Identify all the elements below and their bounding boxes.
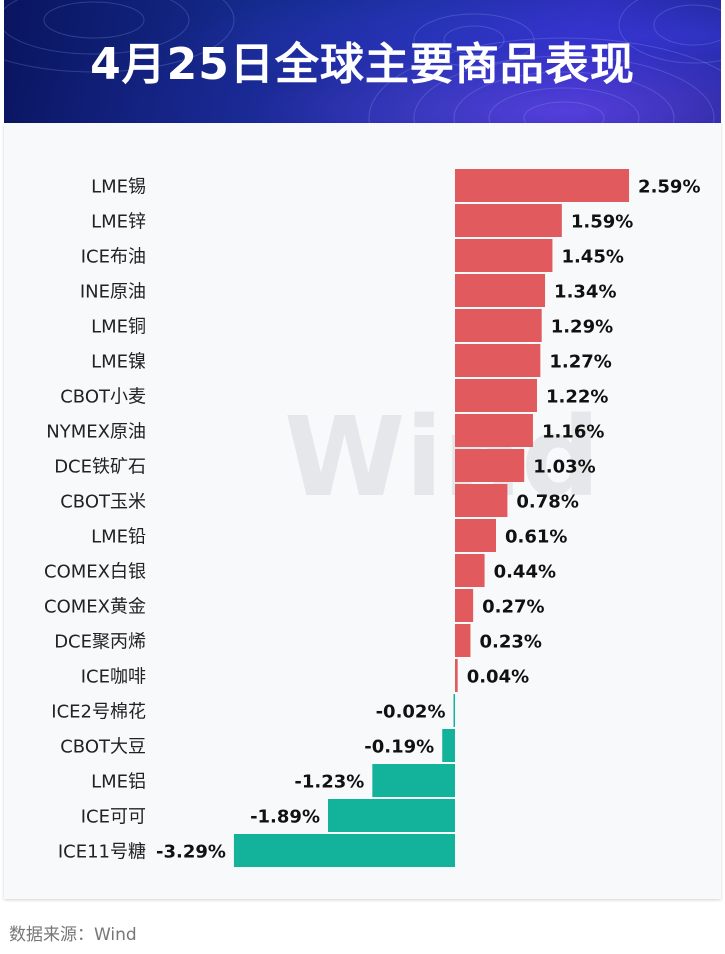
category-label: ICE11号糖 — [58, 842, 146, 863]
bar-3 — [455, 274, 546, 307]
category-label: DCE铁矿石 — [54, 457, 146, 478]
bar-2 — [455, 239, 553, 272]
bar-6 — [455, 379, 537, 412]
category-label: COMEX白银 — [44, 562, 146, 583]
value-label: -0.19% — [364, 737, 434, 758]
title-banner: 4月25日全球主要商品表现 — [4, 0, 721, 123]
category-label: COMEX黄金 — [44, 597, 146, 618]
category-label: LME铅 — [91, 527, 146, 548]
bar-11 — [455, 554, 485, 587]
category-label: INE原油 — [80, 282, 146, 303]
category-label: LME锌 — [91, 212, 146, 233]
value-label: -1.89% — [250, 807, 320, 828]
value-label: 0.78% — [516, 492, 578, 513]
chart-panel: Wind LME锡 2.59% LME锌 1.59% ICE布油 1.45% INE原油 1.… — [4, 123, 721, 899]
value-label: 1.29% — [551, 317, 613, 338]
bar-5 — [455, 344, 541, 377]
bar-1 — [455, 204, 562, 237]
watermark: Wind — [284, 393, 600, 521]
bar-16 — [442, 729, 455, 762]
value-label: 1.59% — [571, 212, 633, 233]
bar-chart: Wind LME锡 2.59% LME锌 1.59% ICE布油 1.45% INE原油 1.… — [44, 169, 701, 867]
value-label: 0.04% — [467, 667, 529, 688]
value-label: 0.61% — [505, 527, 567, 548]
value-label: -3.29% — [156, 842, 226, 863]
category-label: CBOT玉米 — [60, 492, 146, 513]
bar-15 — [453, 694, 455, 727]
value-label: 1.45% — [561, 247, 623, 268]
bar-19 — [233, 834, 455, 867]
source-note: 数据来源：Wind — [9, 925, 137, 945]
value-label: 1.03% — [533, 457, 595, 478]
value-label: 0.27% — [482, 597, 544, 618]
category-label: NYMEX原油 — [46, 422, 146, 443]
contour-pattern — [4, 0, 721, 123]
value-label: 1.34% — [554, 282, 616, 303]
bar-9 — [455, 484, 508, 517]
value-label: 0.23% — [479, 632, 541, 653]
category-label: DCE聚丙烯 — [54, 632, 146, 653]
value-label: 2.59% — [638, 177, 700, 198]
category-label: LME镍 — [91, 352, 146, 373]
value-label: 0.44% — [494, 562, 556, 583]
category-label: ICE2号棉花 — [51, 702, 146, 723]
category-label: CBOT大豆 — [60, 737, 146, 758]
value-label: 1.27% — [549, 352, 611, 373]
value-label: 1.22% — [546, 387, 608, 408]
bar-12 — [455, 589, 474, 622]
bar-4 — [455, 309, 542, 342]
category-label: CBOT小麦 — [60, 387, 146, 408]
value-label: -0.02% — [376, 702, 446, 723]
bar-18 — [327, 799, 455, 832]
bar-14 — [455, 659, 458, 692]
category-label: LME锡 — [91, 177, 146, 198]
category-label: ICE布油 — [81, 247, 146, 268]
bar-8 — [455, 449, 525, 482]
category-label: ICE咖啡 — [81, 667, 146, 688]
value-label: 1.16% — [542, 422, 604, 443]
page-title: 4月25日全球主要商品表现 — [90, 39, 635, 90]
bar-7 — [455, 414, 533, 447]
bar-10 — [455, 519, 496, 552]
category-label: ICE可可 — [81, 807, 146, 828]
category-label: LME铜 — [91, 317, 146, 338]
value-label: -1.23% — [294, 772, 364, 793]
bar-13 — [455, 624, 471, 657]
bar-0 — [455, 169, 630, 202]
category-label: LME铝 — [91, 772, 146, 793]
bar-17 — [372, 764, 455, 797]
